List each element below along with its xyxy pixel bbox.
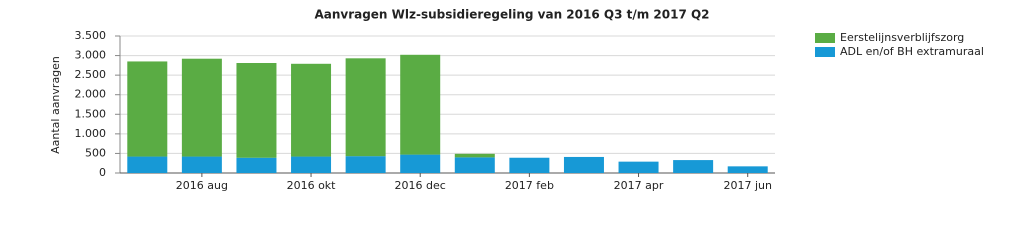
x-tick-label: 2016 okt: [287, 179, 337, 192]
bar-segment: [236, 157, 277, 173]
bar-segment: [454, 157, 495, 173]
bar-segment: [400, 154, 441, 173]
bar-segment: [181, 156, 222, 173]
legend-swatch: [815, 33, 835, 43]
x-tick-label: 2016 aug: [176, 179, 228, 192]
chart-title: Aanvragen Wlz-subsidieregeling van 2016 …: [314, 8, 709, 22]
x-tick-label: 2017 jun: [723, 179, 772, 192]
bar-segment: [291, 63, 332, 157]
bar-segment: [727, 166, 768, 173]
bar-segment: [127, 156, 168, 173]
bar-segment: [454, 153, 495, 158]
y-tick-label: 1.500: [75, 107, 107, 120]
y-tick-label: 1.000: [75, 127, 107, 140]
legend-swatch: [815, 47, 835, 57]
bar-segment: [345, 156, 386, 173]
bar-segment: [673, 160, 714, 173]
bar-segment: [181, 58, 222, 157]
bar-segment: [127, 61, 168, 157]
bar-segment: [400, 54, 441, 155]
y-tick-label: 3.500: [75, 29, 107, 42]
y-tick-label: 0: [99, 166, 106, 179]
legend-label: ADL en/of BH extramuraal: [840, 45, 984, 58]
bar-segment: [563, 156, 604, 173]
bar-segment: [236, 63, 277, 158]
bar-segment: [291, 156, 332, 173]
x-tick-label: 2017 apr: [614, 179, 664, 192]
bar-segment: [509, 157, 550, 173]
legend-label: Eerstelijnsverblijfszorg: [840, 31, 964, 44]
y-tick-label: 500: [85, 146, 106, 159]
chart: Aanvragen Wlz-subsidieregeling van 2016 …: [49, 8, 984, 193]
y-tick-label: 2.500: [75, 68, 107, 81]
x-tick-label: 2016 dec: [395, 179, 446, 192]
y-axis-label: Aantal aanvragen: [49, 56, 62, 154]
y-tick-label: 2.000: [75, 88, 107, 101]
y-tick-label: 3.000: [75, 49, 107, 62]
x-tick-label: 2017 feb: [505, 179, 554, 192]
bar-segment: [345, 58, 386, 157]
bar-segment: [618, 161, 659, 173]
